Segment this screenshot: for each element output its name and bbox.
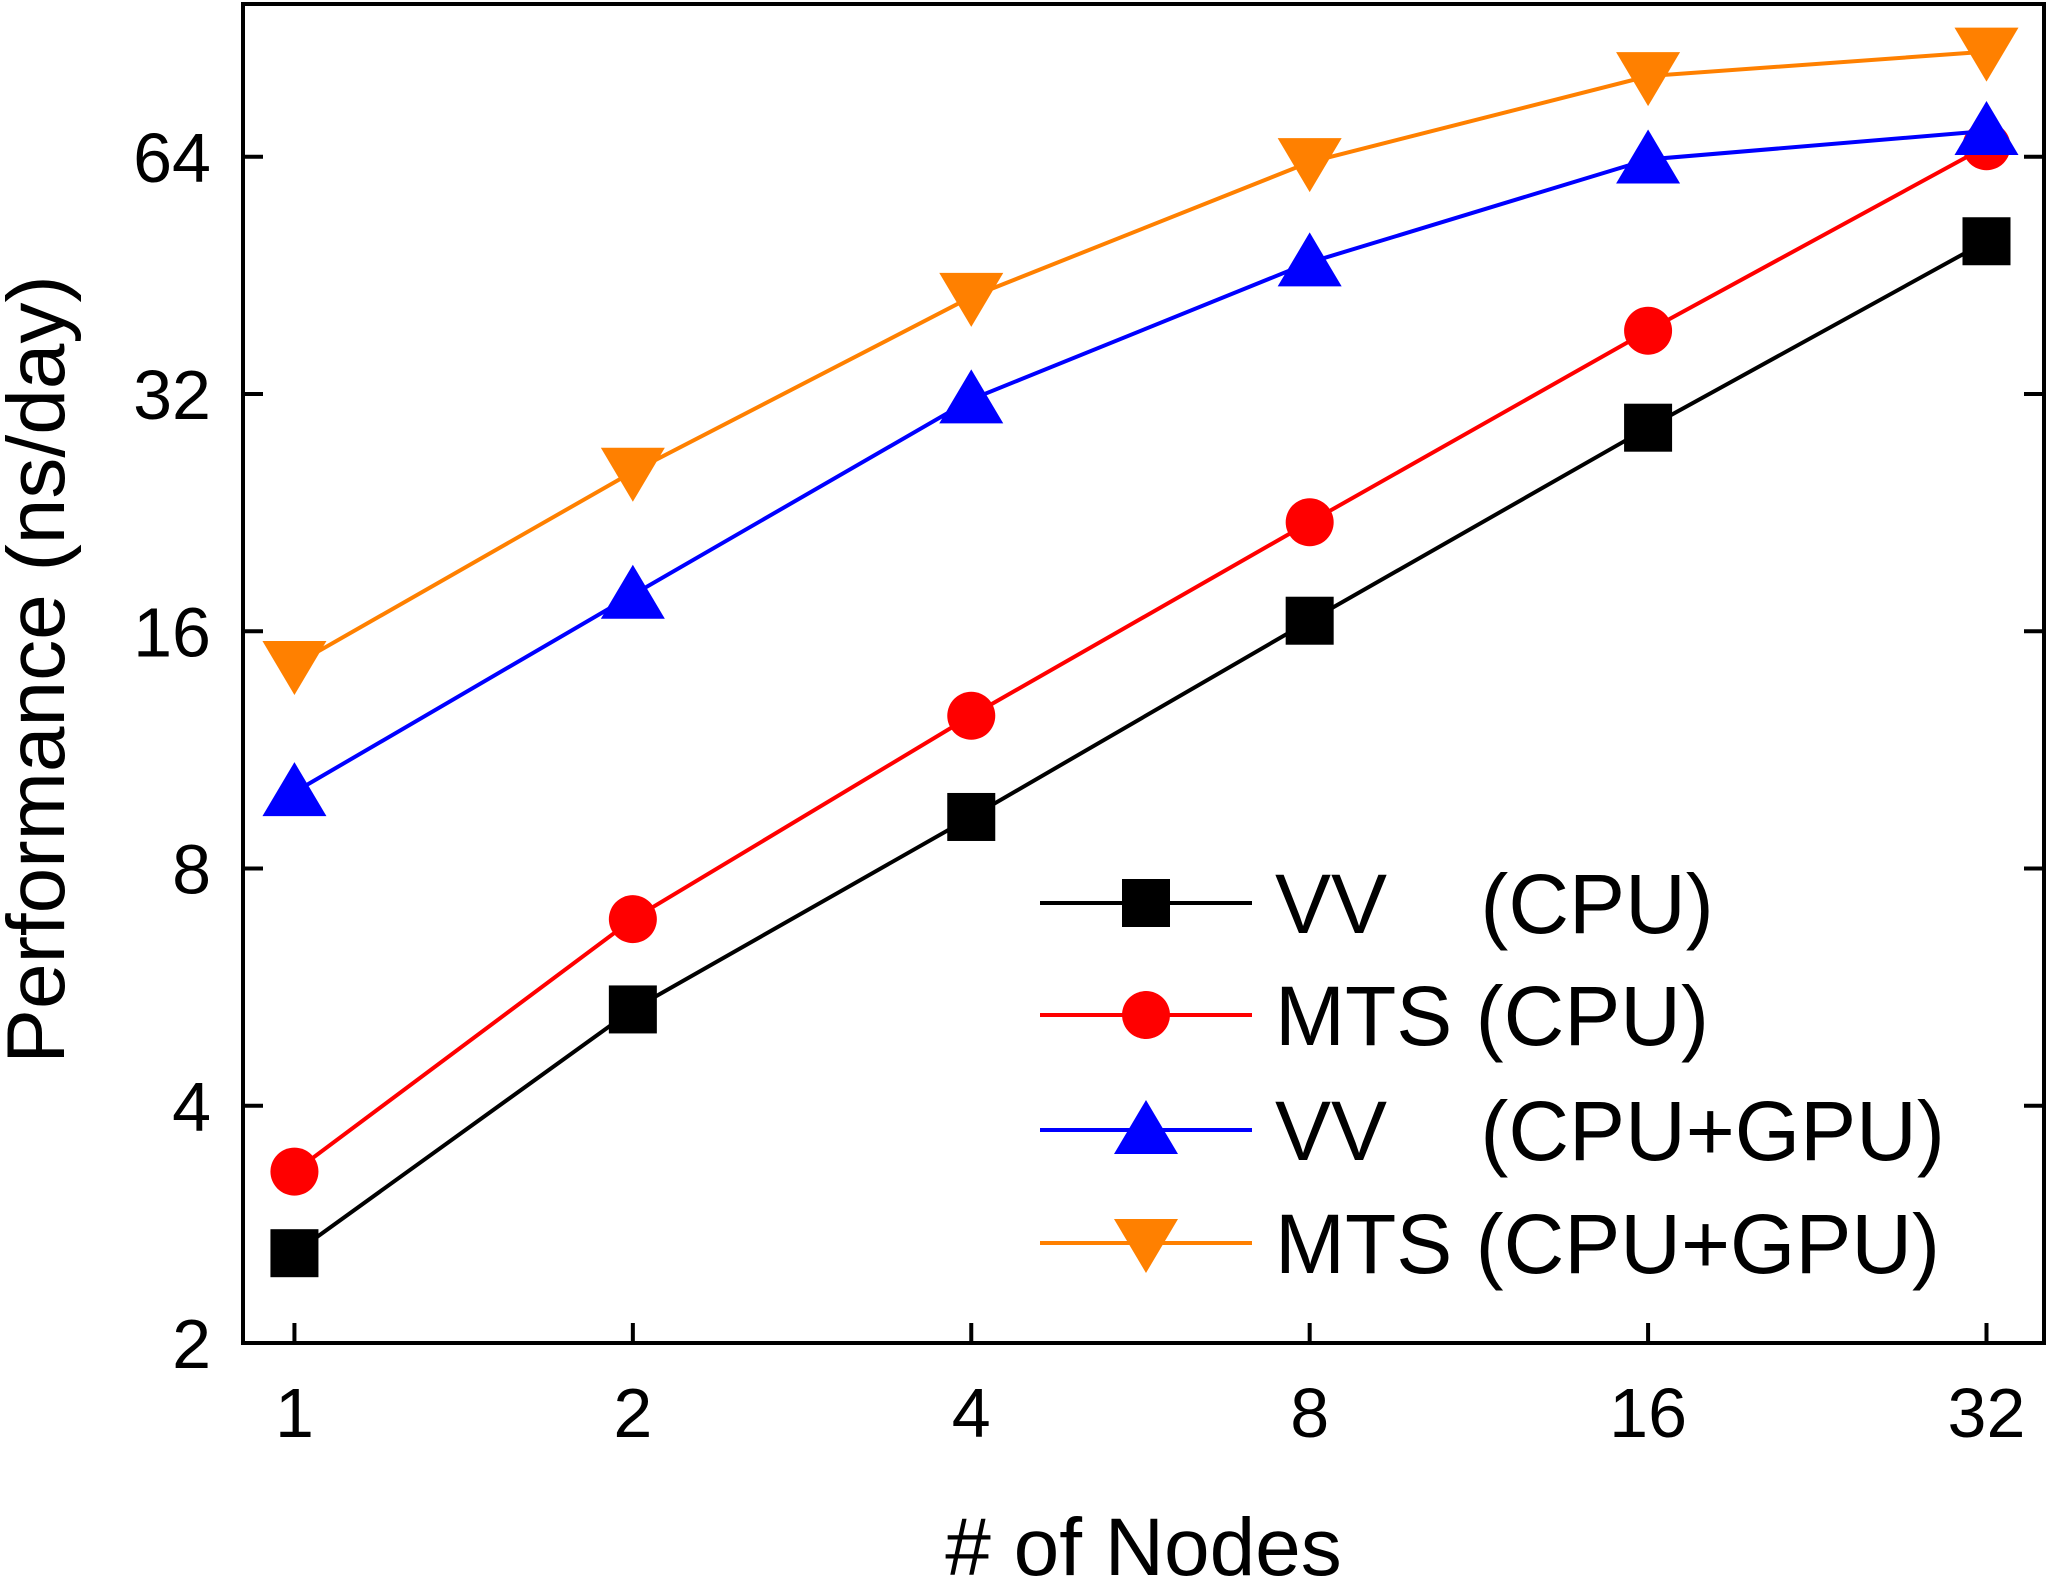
data-point — [1954, 27, 2019, 82]
data-point — [939, 272, 1004, 327]
data-point — [1285, 596, 1334, 645]
data-point — [262, 762, 327, 817]
legend-marker — [1122, 879, 1170, 927]
legend: VV (CPU) MTS (CPU) VV (CPU+GPU) MTS (CPU+GP… — [1040, 857, 1945, 1291]
data-point — [1954, 101, 2019, 156]
data-point — [1624, 306, 1673, 355]
x-tick-label: 2 — [613, 1374, 652, 1452]
legend-entry: MTS (CPU+GPU) — [1040, 1197, 1940, 1291]
legend-marker — [1114, 1100, 1178, 1154]
series-line — [293, 239, 1988, 1255]
series-layer — [262, 27, 2019, 1278]
plot-frame — [241, 2, 2046, 1345]
y-tick-label: 16 — [133, 593, 211, 671]
data-point — [608, 985, 657, 1034]
legend-label: MTS (CPU+GPU) — [1275, 1197, 1940, 1291]
series-line — [293, 129, 1987, 794]
data-point — [608, 895, 657, 944]
x-tick-label: 1 — [275, 1374, 314, 1452]
legend-label: VV (CPU+GPU) — [1275, 1084, 1945, 1178]
y-tick-label: 32 — [133, 356, 211, 434]
data-point — [1962, 217, 2011, 266]
series-line — [293, 49, 1987, 667]
series-line — [293, 144, 1988, 1174]
series-3 — [262, 27, 2019, 695]
data-point — [1624, 403, 1673, 452]
data-point — [1285, 498, 1334, 547]
legend-label: VV (CPU) — [1275, 857, 1714, 951]
series-0 — [270, 217, 2011, 1278]
data-point — [1277, 232, 1342, 287]
data-point — [939, 369, 1004, 424]
y-tick-label: 8 — [172, 831, 211, 909]
y-tick-label: 2 — [172, 1305, 211, 1383]
legend-marker — [1114, 1219, 1178, 1273]
legend-entry: VV (CPU) — [1040, 857, 1714, 951]
x-tick-label: 16 — [1609, 1374, 1687, 1452]
legend-entry: VV (CPU+GPU) — [1040, 1084, 1945, 1178]
x-tick-label: 4 — [952, 1374, 991, 1452]
legend-marker — [1122, 991, 1170, 1039]
data-point — [600, 447, 665, 502]
data-point — [947, 792, 996, 841]
data-point — [1277, 138, 1342, 193]
y-axis-title: Performance (ns/day) — [0, 275, 82, 1063]
legend-label: MTS (CPU) — [1275, 969, 1709, 1063]
data-point — [1616, 129, 1681, 184]
data-point — [600, 564, 665, 619]
x-axis-title: # of Nodes — [945, 1502, 1342, 1580]
series-2 — [262, 101, 2019, 817]
data-point — [262, 640, 327, 695]
x-tick-label: 32 — [1948, 1374, 2026, 1452]
y-tick-label: 4 — [172, 1068, 211, 1146]
x-tick-label: 8 — [1290, 1374, 1329, 1452]
data-point — [947, 691, 996, 740]
data-point — [1616, 52, 1681, 107]
data-point — [270, 1147, 319, 1196]
data-point — [270, 1229, 319, 1278]
legend-entry: MTS (CPU) — [1040, 969, 1709, 1063]
series-1 — [270, 122, 2011, 1196]
y-tick-label: 64 — [133, 119, 211, 197]
